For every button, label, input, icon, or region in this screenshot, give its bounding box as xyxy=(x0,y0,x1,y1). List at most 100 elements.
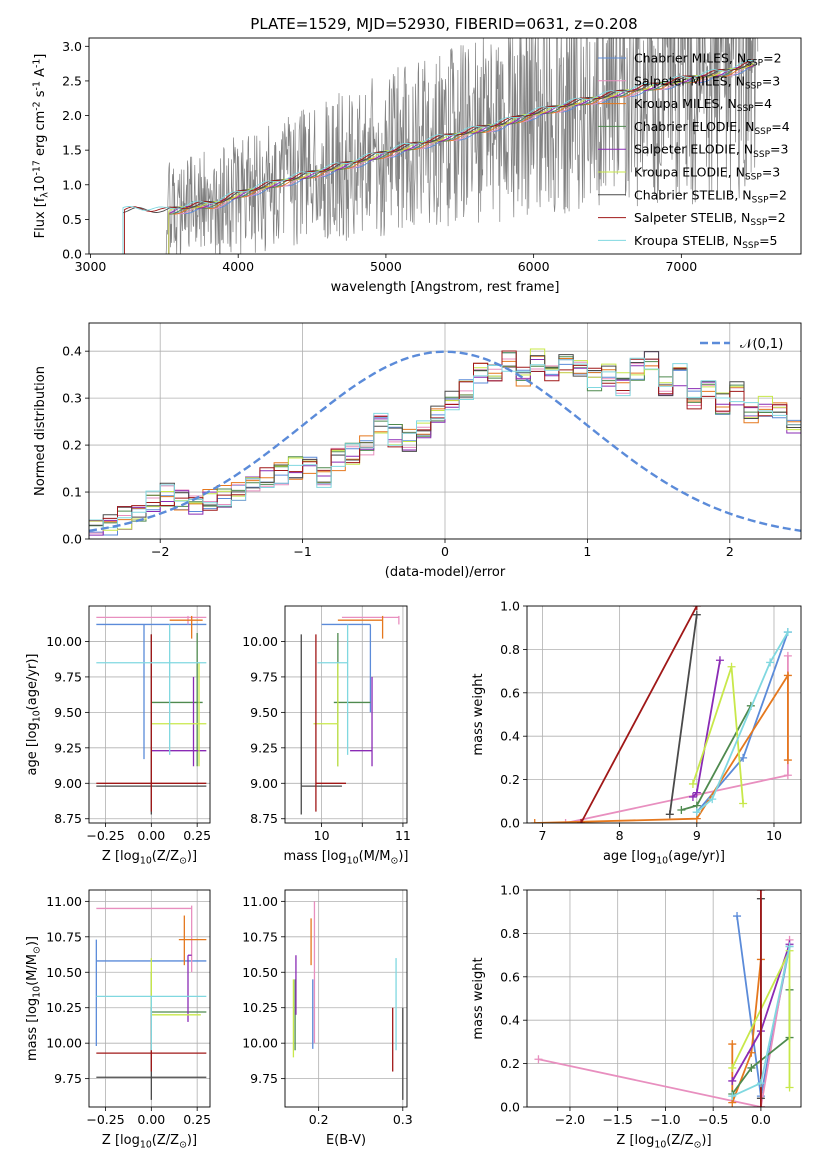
series-marker xyxy=(727,662,736,671)
y-tick-label: 2.0 xyxy=(62,108,82,123)
series-line xyxy=(731,959,762,1104)
x-tick-label: −2 xyxy=(151,544,169,559)
x-axis-label: age [log10(age/yr)] xyxy=(603,849,725,866)
x-tick-label: 10 xyxy=(314,828,330,843)
y-tick-label: 0.0 xyxy=(62,247,82,262)
x-tick-label: 1 xyxy=(583,544,591,559)
x-tick-label: 0.25 xyxy=(183,1112,211,1127)
y-tick-label: 9.75 xyxy=(54,669,82,684)
series-marker xyxy=(739,799,748,808)
y-tick-label: 10.75 xyxy=(46,929,82,944)
errorbar-salpeter-stelib xyxy=(315,634,346,812)
y-tick-label: 9.00 xyxy=(250,776,278,791)
plot-area xyxy=(285,606,407,823)
series-marker xyxy=(785,942,794,951)
x-tick-label: 8 xyxy=(616,828,624,843)
errorbar-chabrier-miles xyxy=(321,623,372,713)
y-axis-label: age [log10(age/yr)] xyxy=(25,653,42,775)
x-tick-label: −0.5 xyxy=(698,1112,728,1127)
x-tick-label: 0.00 xyxy=(137,828,165,843)
x-tick-label: −1 xyxy=(293,544,311,559)
y-tick-label: 11.00 xyxy=(242,894,278,909)
series-marker xyxy=(747,1063,756,1072)
plot-area xyxy=(89,606,210,823)
series-salpeter-elodie xyxy=(688,656,724,801)
y-tick-label: 10.00 xyxy=(46,634,82,649)
y-tick-label: 1.0 xyxy=(500,599,520,614)
plot-area xyxy=(527,890,801,1107)
y-tick-label: 0.5 xyxy=(62,212,82,227)
y-axis-label: mass weight xyxy=(471,673,486,755)
y-tick-label: 8.75 xyxy=(54,811,82,826)
y-axis-label: mass weight xyxy=(471,957,486,1039)
x-axis-label: wavelength [Angstrom, rest frame] xyxy=(331,280,560,295)
series-marker xyxy=(534,1055,543,1064)
x-tick-label: −0.25 xyxy=(86,828,124,843)
x-tick-label: 11 xyxy=(395,828,411,843)
model-line-kroupa-miles xyxy=(168,65,754,254)
model-line-chabrier-stelib xyxy=(122,60,755,254)
series-kroupa-stelib xyxy=(692,628,792,817)
x-axis-label: E(B-V) xyxy=(326,1133,366,1148)
series-line xyxy=(580,606,698,823)
x-tick-label: 0.0 xyxy=(751,1112,771,1127)
plot-area xyxy=(89,890,210,1107)
series-marker xyxy=(692,606,701,610)
plot-area xyxy=(527,606,801,823)
y-tick-label: 0.6 xyxy=(500,969,520,984)
errorbar-kroupa-elodie xyxy=(313,662,339,767)
y-tick-label: 10.00 xyxy=(242,1036,278,1051)
x-axis-label: Z [log10(Z/Z⊙)] xyxy=(102,1133,197,1150)
legend-entry: Chabrier MILES, NSSP=2 xyxy=(634,51,782,69)
axes-frame xyxy=(88,37,802,255)
x-axis-label: (data-model)/error xyxy=(385,565,506,580)
y-tick-label: 0.8 xyxy=(500,642,520,657)
series-salpeter-stelib xyxy=(756,890,765,1107)
panel-spectrum: 3000 4000 5000 6000 7000 0.0 0.5 1.0 1.5 2.0 2.5 3.… xyxy=(32,37,802,295)
panel-age_vs_z: −0.25 0.00 0.25 8.75 9.00 9.25 9.50 9.75 10.00 Z … xyxy=(25,605,211,866)
plot-area xyxy=(89,323,801,539)
x-tick-label: −2.0 xyxy=(555,1112,585,1127)
series-marker xyxy=(530,819,539,823)
x-axis-label: Z [log10(Z/Z⊙)] xyxy=(102,849,197,866)
y-tick-label: 0.8 xyxy=(500,926,520,941)
y-tick-label: 1.0 xyxy=(500,883,520,898)
y-tick-label: 8.75 xyxy=(250,811,278,826)
x-tick-label: 3000 xyxy=(75,259,107,274)
errorbar-kroupa-miles xyxy=(178,915,207,966)
y-tick-label: 10.00 xyxy=(46,1036,82,1051)
series-marker xyxy=(785,1083,794,1092)
series-marker xyxy=(783,771,792,780)
y-tick-label: 2.5 xyxy=(62,73,82,88)
y-tick-label: 9.50 xyxy=(54,705,82,720)
series-marker xyxy=(728,1040,737,1049)
errorbar-salpeter-elodie xyxy=(151,676,207,767)
errorbar-kroupa-miles xyxy=(337,615,384,639)
errorbar-chabrier-elodie xyxy=(151,632,203,767)
series-marker xyxy=(756,890,765,894)
y-tick-label: 0.2 xyxy=(62,438,82,453)
series-salpeter-miles xyxy=(561,651,792,823)
x-tick-label: 0.25 xyxy=(183,828,211,843)
errorbar-salpeter-elodie xyxy=(187,954,192,1022)
panel-weight_vs_z: −2.0 −1.5 −1.0 −0.5 0.0 0.0 0.2 0.4 0.6 0.8 1.0 Z [… xyxy=(471,883,802,1150)
series-marker xyxy=(692,808,701,817)
series-marker xyxy=(715,656,724,665)
y-tick-label: 9.75 xyxy=(54,1071,82,1086)
errorbar-salpeter-stelib xyxy=(96,634,207,812)
model-line-chabrier-miles xyxy=(168,64,754,254)
x-tick-label: −1.5 xyxy=(603,1112,633,1127)
series-marker xyxy=(688,779,697,788)
x-tick-label: 7000 xyxy=(665,259,697,274)
legend-entry: Kroupa ELODIE, NSSP=3 xyxy=(634,165,780,183)
x-tick-label: −1.0 xyxy=(650,1112,680,1127)
series-marker xyxy=(677,805,686,814)
legend-entry: Chabrier ELODIE, NSSP=4 xyxy=(634,119,790,137)
x-tick-label: 9 xyxy=(693,828,701,843)
axes-frame xyxy=(526,605,802,824)
series-kroupa-stelib xyxy=(728,942,794,1101)
panel-residuals: −2 −1 0 1 2 0.0 0.1 0.2 0.3 0.4 (data-model)/error… xyxy=(33,322,802,580)
series-marker xyxy=(577,819,586,823)
series-marker xyxy=(739,753,748,762)
